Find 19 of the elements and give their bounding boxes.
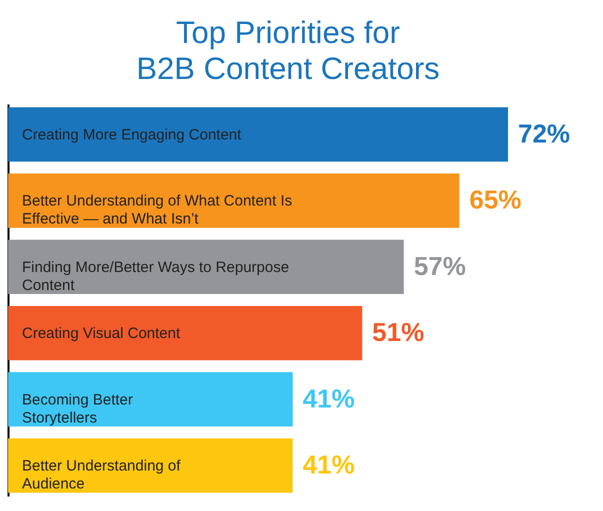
chart-title: Top Priorities for B2B Content Creators: [136, 15, 440, 86]
data-label: 41%: [302, 450, 355, 480]
y-tick-label: Becoming Better Storytellers: [22, 391, 133, 426]
data-label: 65%: [469, 184, 522, 215]
bar: [8, 174, 460, 228]
y-tick-label: Creating More Engaging Content: [22, 126, 242, 144]
bar: [8, 240, 404, 294]
y-tick-label: Better Understanding of Audience: [22, 458, 182, 493]
data-label: 57%: [414, 250, 466, 281]
bar: [8, 107, 508, 162]
y-tick-label: Finding More/Better Ways to Repurpose Content: [22, 258, 290, 294]
y-tick-label: Better Understanding of What Content Is Effective — and What Isn’t: [22, 192, 292, 228]
bar: [8, 438, 293, 493]
data-label: 72%: [518, 118, 570, 148]
data-label: 41%: [302, 383, 355, 414]
bar: [8, 306, 362, 360]
bar: [8, 372, 293, 426]
y-tick-label: Creating Visual Content: [22, 325, 181, 342]
data-label: 51%: [372, 317, 424, 348]
